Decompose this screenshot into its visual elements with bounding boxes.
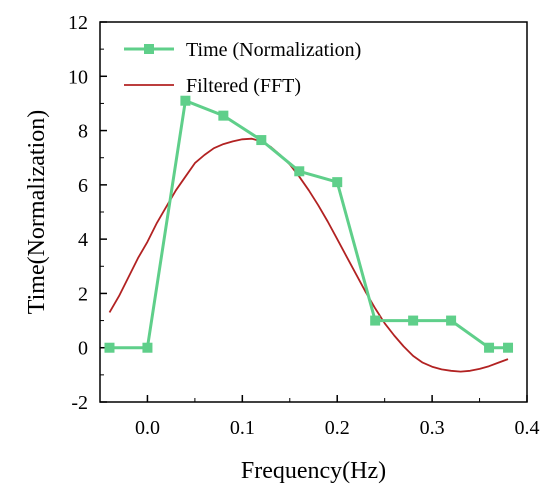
data-point-time-normalization <box>180 95 191 106</box>
legend-label-filtered-fft: Filtered (FFT) <box>186 75 301 97</box>
y-axis-title: Time(Normalization) <box>24 110 50 314</box>
legend-marker-time-normalization <box>144 44 154 54</box>
legend-label-time-normalization: Time (Normalization) <box>186 39 361 61</box>
series-line-time-normalization <box>109 99 508 350</box>
x-tick-label: 0.0 <box>135 417 160 439</box>
series-layer <box>104 95 514 373</box>
x-tick-label: 0.2 <box>325 417 350 439</box>
y-tick-label: 8 <box>78 121 88 143</box>
y-tick-label: 6 <box>78 175 88 197</box>
x-tick-label: 0.1 <box>230 417 255 439</box>
data-point-time-normalization <box>503 342 514 353</box>
y-tick-label: 10 <box>68 66 88 88</box>
y-tick-label: -2 <box>71 392 88 414</box>
legend: Time (Normalization) Filtered (FFT) <box>124 39 361 97</box>
y-tick-label: 0 <box>78 338 88 360</box>
y-tick-label: 2 <box>78 283 88 305</box>
series-line-filtered-fft <box>108 137 509 373</box>
y-tick-label: 12 <box>68 12 88 34</box>
data-point-time-normalization <box>104 342 115 353</box>
x-tick-label: 0.4 <box>515 417 540 439</box>
y-tick-label: 4 <box>78 229 88 251</box>
data-point-time-normalization <box>332 177 343 188</box>
x-tick-label: 0.3 <box>420 417 445 439</box>
x-axis-title: Frequency(Hz) <box>241 458 386 484</box>
data-point-time-normalization <box>294 166 305 177</box>
data-point-time-normalization <box>446 315 457 326</box>
data-point-time-normalization <box>142 342 153 353</box>
axis-ticks: 0.0 0.1 0.2 0.3 0.4 -2 0 2 4 6 8 10 12 <box>68 12 540 439</box>
data-point-time-normalization <box>484 342 495 353</box>
data-point-time-normalization <box>408 315 419 326</box>
data-point-time-normalization <box>256 135 267 146</box>
data-point-time-normalization <box>370 315 381 326</box>
data-point-time-normalization <box>218 110 229 121</box>
